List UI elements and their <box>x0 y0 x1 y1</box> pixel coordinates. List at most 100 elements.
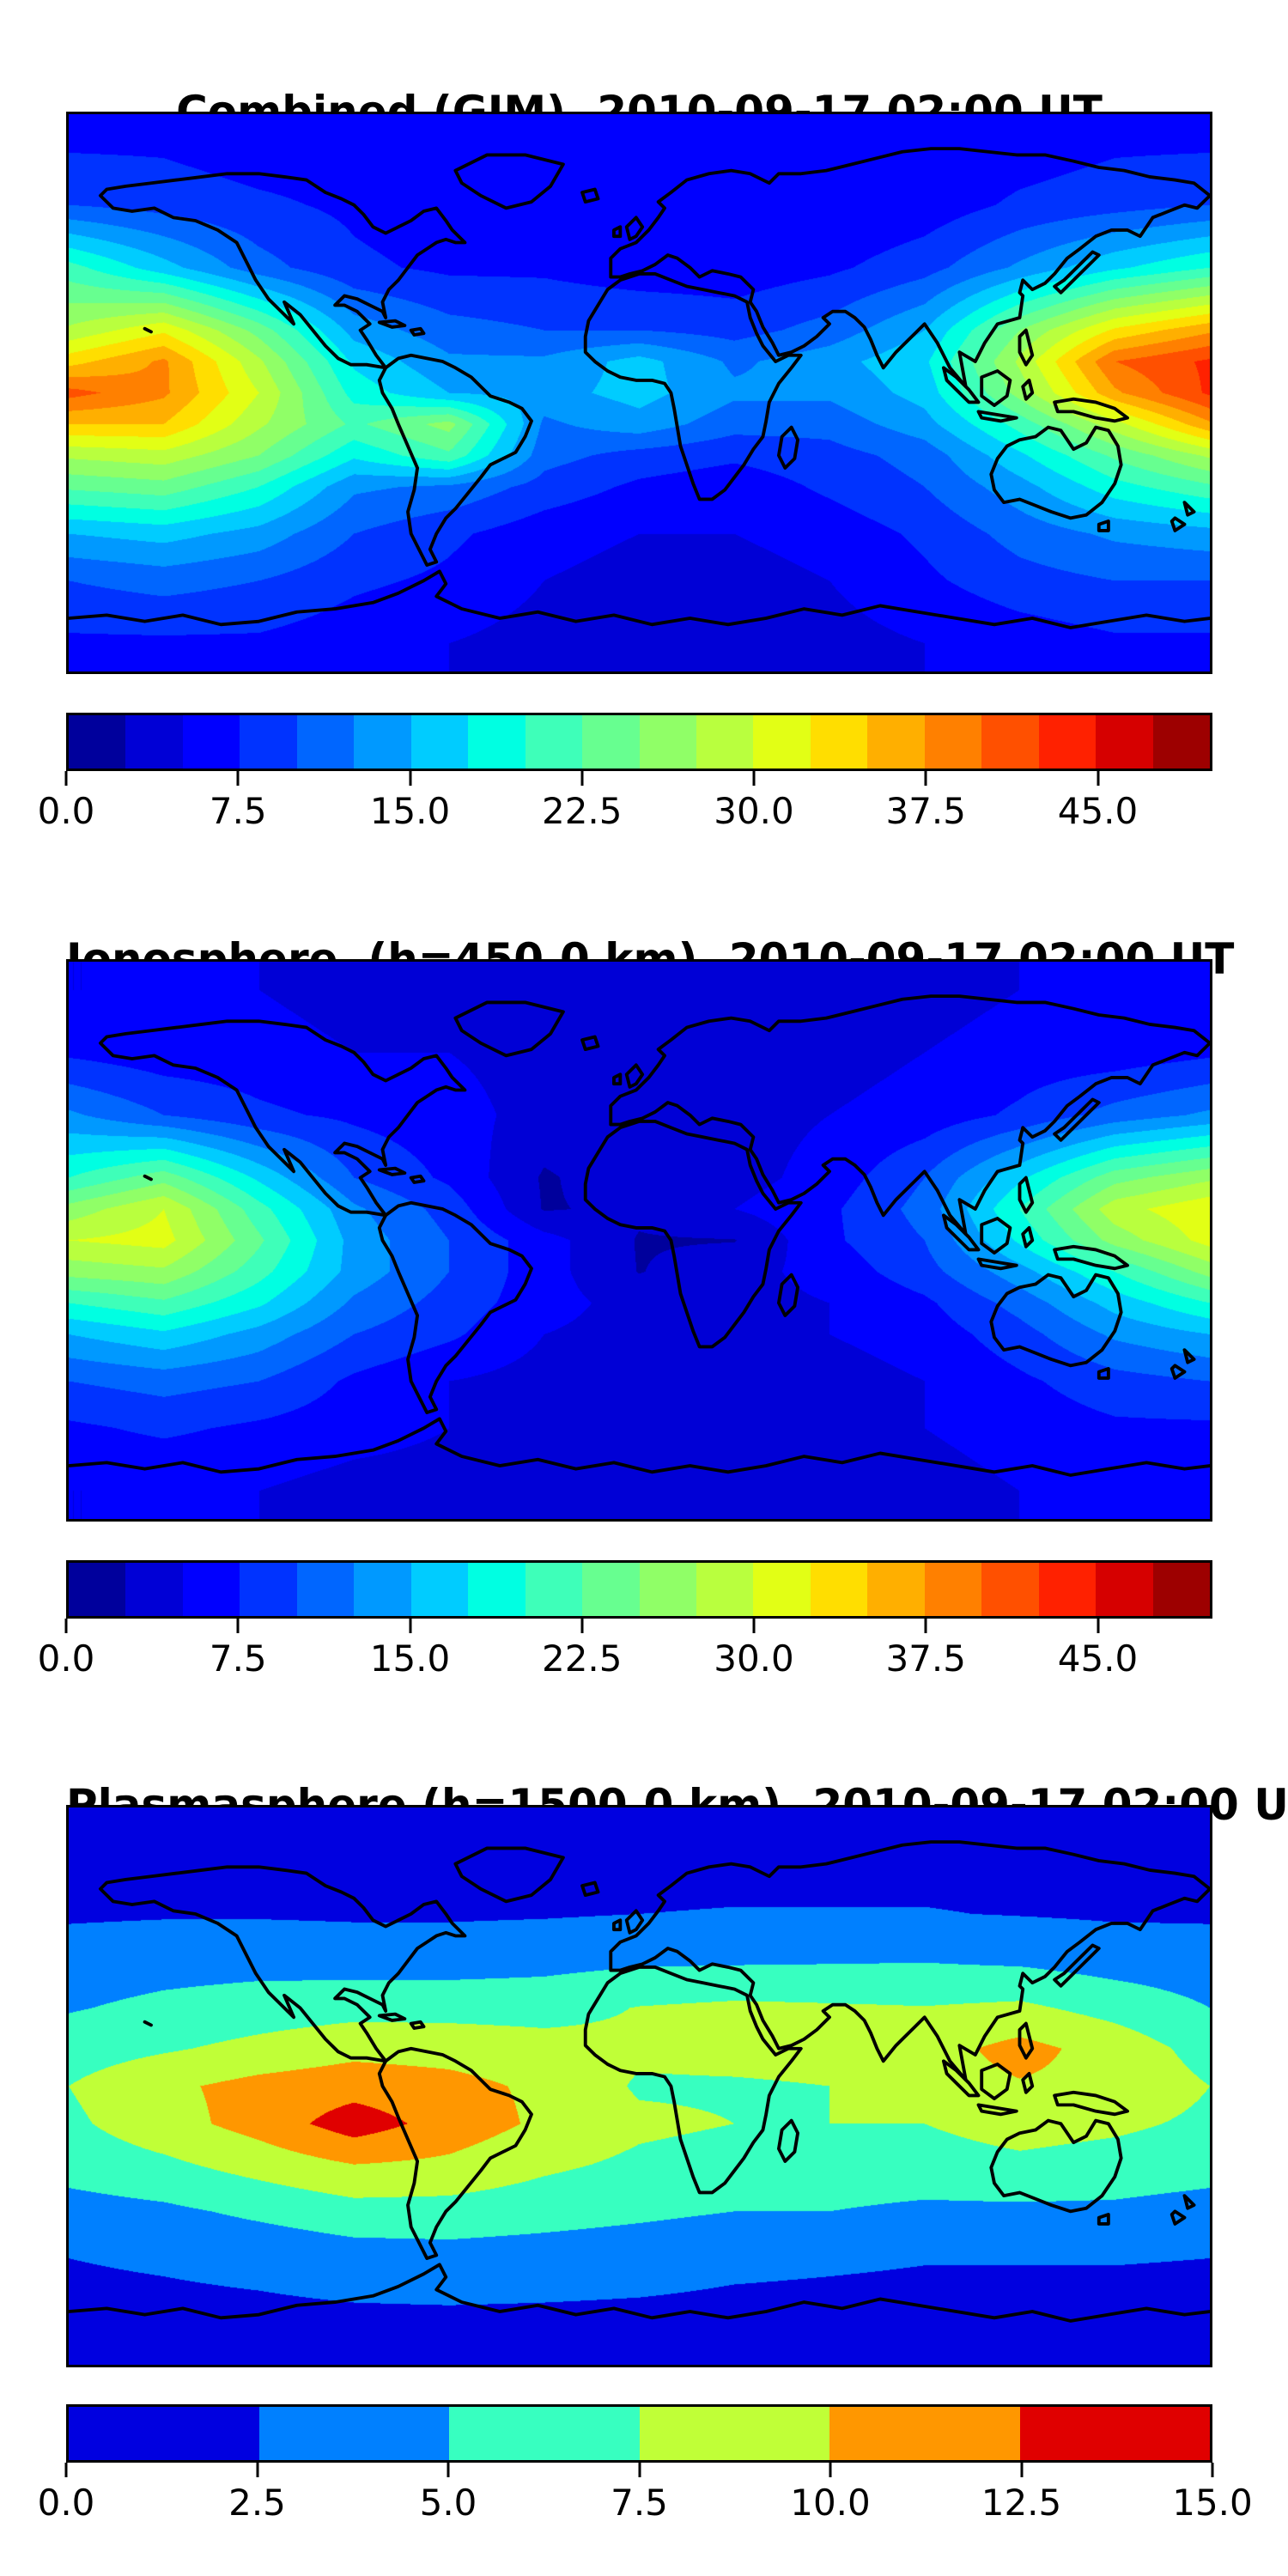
colorbar-tick <box>638 2463 641 2477</box>
map-plasmasphere <box>66 1805 1212 2367</box>
tec-field-canvas-plasmasphere <box>69 1807 1210 2365</box>
colorbar-segment <box>1096 715 1153 769</box>
colorbar-tick-label: 22.5 <box>541 790 623 832</box>
colorbar-tick <box>1097 771 1099 786</box>
colorbar-segment <box>240 715 297 769</box>
tec-field-canvas-ionosphere <box>69 962 1210 1519</box>
colorbar-tick <box>752 1619 756 1633</box>
colorbar-tick-label: 2.5 <box>228 2482 286 2524</box>
colorbar-segment <box>240 1563 297 1616</box>
colorbar-tick-label: 22.5 <box>541 1637 623 1680</box>
colorbar-tick <box>1097 1619 1099 1633</box>
colorbar-segment <box>810 1563 868 1616</box>
colorbar-tick-label: 37.5 <box>885 1637 967 1680</box>
colorbar-segment <box>753 1563 811 1616</box>
colorbar-segment <box>354 1563 411 1616</box>
colorbar-tick-label: 12.5 <box>981 2482 1062 2524</box>
colorbar-segment <box>1096 1563 1153 1616</box>
coastline-overlay <box>69 147 1210 629</box>
colorbar-tick-label: 30.0 <box>714 790 794 832</box>
colorbar-tick-label: 37.5 <box>885 790 967 832</box>
colorbar-segment <box>1152 1563 1211 1616</box>
colorbar-segment <box>639 1563 696 1616</box>
colorbar-segment <box>182 1563 240 1616</box>
colorbar-segment <box>410 715 469 769</box>
colorbar-tick <box>64 1619 68 1633</box>
colorbar-segment <box>468 1563 526 1616</box>
colorbar-tick-label: 30.0 <box>714 1637 794 1680</box>
colorbar-segment <box>981 1563 1039 1616</box>
colorbar-tick <box>64 771 68 786</box>
tec-field-canvas-combined <box>69 114 1210 671</box>
colorbar-segment <box>69 1563 126 1616</box>
colorbar-segment <box>696 1563 754 1616</box>
colorbar-tick-label: 10.0 <box>790 2482 871 2524</box>
colorbar-segment <box>354 715 411 769</box>
colorbar-segment <box>924 1563 982 1616</box>
colorbar-tick-label: 7.5 <box>209 790 267 832</box>
colorbar-tick <box>236 771 240 786</box>
colorbar-tick <box>829 2463 832 2477</box>
colorbar-segment <box>582 1563 640 1616</box>
colorbar-tick <box>236 1619 240 1633</box>
colorbar-tick-label: 15.0 <box>1172 2482 1253 2524</box>
colorbar-gradient <box>66 2404 1212 2463</box>
colorbar-segment <box>867 1563 925 1616</box>
colorbar-tick <box>256 2463 258 2477</box>
colorbar-segment <box>639 2407 829 2460</box>
colorbar-combined: 0.0 7.5 15.0 22.5 30.0 37.5 45.0 <box>38 713 1212 831</box>
colorbar-segment <box>525 715 583 769</box>
colorbar-segment <box>449 2407 640 2460</box>
colorbar-tick <box>1211 2463 1214 2477</box>
colorbar-tick <box>64 2463 68 2477</box>
colorbar-plasmasphere: 0.0 2.5 5.0 7.5 10.0 12.5 15.0 <box>38 2404 1253 2523</box>
colorbar-tick <box>447 2463 450 2477</box>
colorbar-tick <box>580 771 584 786</box>
colorbar-tick-label: 0.0 <box>37 790 95 832</box>
colorbar-segment <box>582 715 640 769</box>
colorbar-tick-label: 15.0 <box>369 1637 451 1680</box>
colorbar-tick <box>924 1619 927 1633</box>
colorbar-tick-label: 45.0 <box>1057 790 1139 832</box>
colorbar-segment <box>69 2407 259 2460</box>
colorbar-segment <box>125 715 183 769</box>
colorbar-tick-label: 7.5 <box>209 1637 267 1680</box>
map-ionosphere <box>66 959 1212 1522</box>
colorbar-segment <box>125 1563 183 1616</box>
colorbar-tick <box>752 771 756 786</box>
colorbar-segment <box>468 715 526 769</box>
colorbar-segment <box>1038 1563 1097 1616</box>
colorbar-segment <box>829 2407 1020 2460</box>
colorbar-segment <box>1038 715 1097 769</box>
colorbar-tick <box>580 1619 584 1633</box>
colorbar-tick-label: 0.0 <box>37 1637 95 1680</box>
map-combined <box>66 112 1212 674</box>
colorbar-tick <box>409 1619 411 1633</box>
colorbar-segment <box>410 1563 469 1616</box>
colorbar-segment <box>696 715 754 769</box>
colorbar-segment <box>69 715 126 769</box>
colorbar-segment <box>981 715 1039 769</box>
colorbar-segment <box>1152 715 1211 769</box>
colorbar-tick-label: 5.0 <box>419 2482 477 2524</box>
colorbar-segment <box>182 715 240 769</box>
colorbar-gradient <box>66 713 1212 771</box>
colorbar-segment <box>639 715 696 769</box>
colorbar-segment <box>867 715 925 769</box>
colorbar-tick <box>409 771 411 786</box>
colorbar-segment <box>525 1563 583 1616</box>
colorbar-segment <box>1019 2407 1210 2460</box>
colorbar-tick-label: 0.0 <box>37 2482 95 2524</box>
colorbar-segment <box>924 715 982 769</box>
colorbar-ionosphere: 0.0 7.5 15.0 22.5 30.0 37.5 45.0 <box>38 1560 1212 1679</box>
colorbar-gradient <box>66 1560 1212 1619</box>
colorbar-tick-label: 45.0 <box>1057 1637 1139 1680</box>
colorbar-segment <box>296 1563 355 1616</box>
colorbar-tick <box>924 771 927 786</box>
coastline-overlay <box>69 1840 1210 2323</box>
coastline-overlay <box>69 994 1210 1477</box>
colorbar-segment <box>258 2407 449 2460</box>
colorbar-segment <box>810 715 868 769</box>
colorbar-tick <box>1020 2463 1023 2477</box>
